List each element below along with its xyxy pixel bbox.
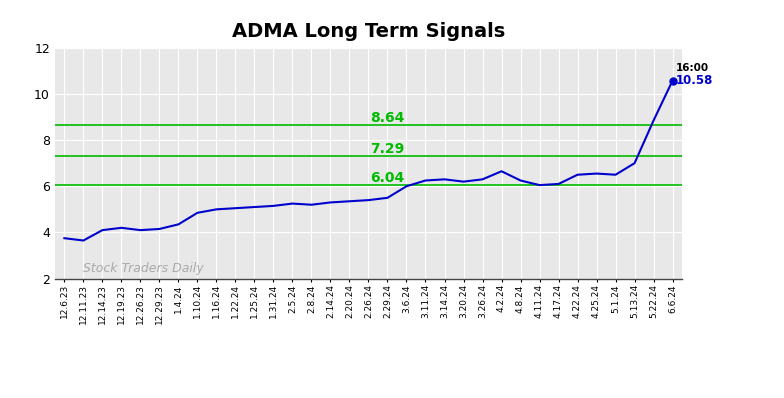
Point: [666, 77, 679, 84]
Text: 6.04: 6.04: [370, 171, 405, 185]
Title: ADMA Long Term Signals: ADMA Long Term Signals: [232, 21, 505, 41]
Text: 16:00: 16:00: [676, 63, 709, 73]
Text: Stock Traders Daily: Stock Traders Daily: [83, 262, 204, 275]
Text: 8.64: 8.64: [370, 111, 405, 125]
Text: 10.58: 10.58: [676, 74, 713, 87]
Text: 7.29: 7.29: [370, 142, 405, 156]
